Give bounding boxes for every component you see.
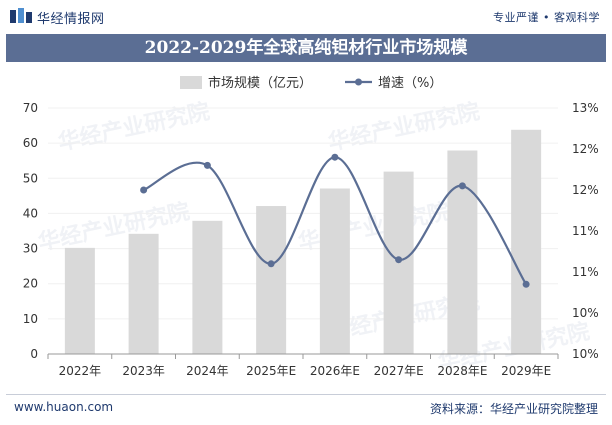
x-tick-label: 2027年E bbox=[374, 364, 424, 378]
bar-2028年E[interactable] bbox=[447, 150, 478, 354]
chart-title: 2022-2029年全球高纯钽材行业市场规模 bbox=[6, 34, 606, 62]
y-right-tick-label: 11% bbox=[572, 224, 599, 238]
x-tick-label: 2029年E bbox=[501, 364, 551, 378]
growth-point-2027年E[interactable] bbox=[395, 256, 403, 264]
x-tick-label: 2025年E bbox=[246, 364, 296, 378]
huajing-logo-icon bbox=[10, 8, 32, 23]
x-tick-label: 2028年E bbox=[437, 364, 487, 378]
y-right-tick-label: 12% bbox=[572, 183, 599, 197]
website-link[interactable]: www.huaon.com bbox=[14, 400, 114, 414]
legend-line-label: 增速（%） bbox=[378, 76, 442, 91]
y-right-tick-label: 12% bbox=[572, 142, 599, 156]
growth-point-2026年E[interactable] bbox=[331, 153, 339, 161]
legend-bar-label: 市场规模（亿元） bbox=[208, 75, 312, 91]
growth-point-2028年E[interactable] bbox=[458, 182, 466, 190]
y-left-tick-label: 10 bbox=[23, 312, 38, 326]
header: 华经情报网 专业严谨 • 客观科学 bbox=[0, 0, 612, 32]
bar-2026年E[interactable] bbox=[319, 188, 350, 354]
growth-point-2023年[interactable] bbox=[140, 186, 148, 194]
y-right-tick-label: 11% bbox=[572, 265, 599, 279]
growth-point-2029年E[interactable] bbox=[522, 280, 530, 288]
y-left-tick-label: 70 bbox=[23, 101, 38, 115]
y-left-tick-label: 0 bbox=[30, 347, 38, 361]
growth-point-2025年E[interactable] bbox=[267, 260, 275, 268]
legend-line-marker bbox=[355, 78, 362, 86]
legend-bar-swatch bbox=[180, 76, 202, 89]
y-left-tick-label: 50 bbox=[23, 171, 38, 185]
bar-2024年[interactable] bbox=[192, 220, 223, 354]
axes: 2022年 2023年 2024年 2025年E 2026年E 2027年E 2028年E 2… bbox=[23, 101, 599, 378]
y-left-tick-label: 20 bbox=[23, 277, 38, 291]
bar-2022年[interactable] bbox=[64, 247, 95, 354]
bar-2025年E[interactable] bbox=[256, 206, 287, 354]
y-left-tick-label: 30 bbox=[23, 242, 38, 256]
x-tick-label: 2026年E bbox=[310, 364, 360, 378]
watermark-text: 华经产业研究院 bbox=[326, 98, 482, 155]
watermark-layer: 华经产业研究院华经产业研究院华经产业研究院华经产业研究院华经产业研究院华经产业研… bbox=[36, 98, 592, 375]
y-right-tick-label: 10% bbox=[572, 347, 599, 361]
source-note: 资料来源：华经产业研究院整理 bbox=[429, 402, 598, 416]
y-left-tick-label: 40 bbox=[23, 206, 38, 220]
bar-2029年E[interactable] bbox=[511, 129, 542, 354]
legend: 市场规模（亿元） 增速（%） bbox=[180, 75, 442, 91]
x-tick-label: 2022年 bbox=[59, 364, 102, 378]
y-right-tick-label: 10% bbox=[572, 306, 599, 320]
watermark-text: 华经产业研究院 bbox=[56, 98, 212, 155]
tagline: 专业严谨 • 客观科学 bbox=[493, 11, 600, 24]
brand-name: 华经情报网 bbox=[37, 12, 105, 27]
bar-2023年[interactable] bbox=[128, 233, 159, 354]
x-tick-label: 2023年 bbox=[122, 364, 165, 378]
watermark-text: 华经产业研究院 bbox=[36, 198, 192, 255]
y-left-tick-label: 60 bbox=[23, 136, 38, 150]
y-right-tick-label: 13% bbox=[572, 101, 599, 115]
bar-series bbox=[64, 129, 542, 354]
growth-point-2024年[interactable] bbox=[203, 161, 211, 169]
growth-line-series bbox=[140, 153, 530, 288]
x-tick-label: 2024年 bbox=[186, 364, 229, 378]
footer-divider bbox=[6, 394, 606, 395]
